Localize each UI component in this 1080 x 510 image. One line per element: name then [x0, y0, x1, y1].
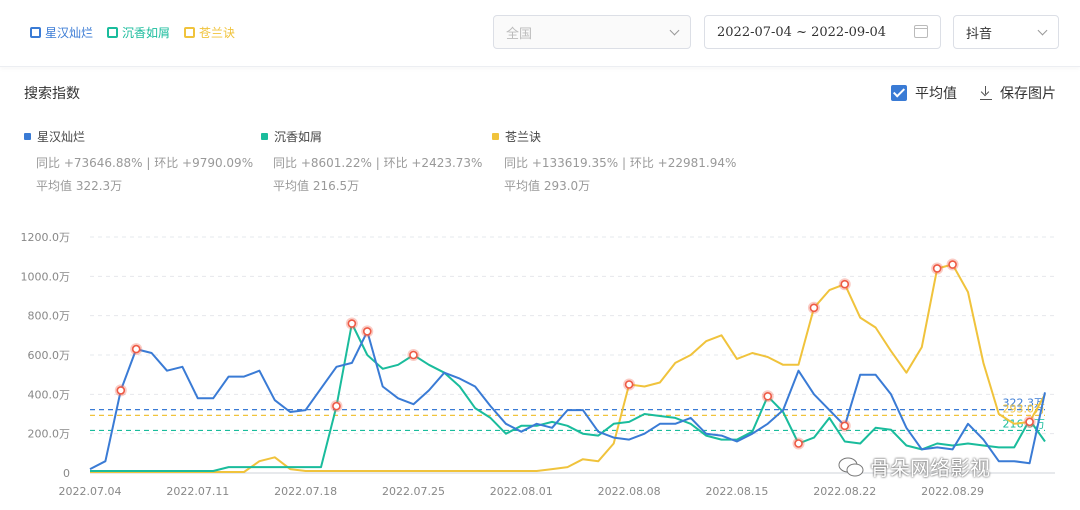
x-tick-label: 2022.08.08: [598, 485, 661, 498]
checkbox-checked-icon[interactable]: [891, 85, 907, 101]
chart-grid: [90, 236, 1055, 474]
region-select[interactable]: 全国: [493, 15, 691, 49]
filter-bar: 星汉灿烂 沉香如屑 苍兰诀 全国 2022-07-04 ~ 2022-09-04…: [0, 0, 1080, 67]
calendar-icon: [914, 25, 928, 38]
series-stats-canglan: 苍兰诀 同比 +133619.35% | 环比 +22981.94% 平均值 2…: [492, 128, 736, 200]
peak-marker: [131, 344, 141, 354]
peak-markers: [114, 258, 1036, 450]
legend-item-chenxiang[interactable]: 沉香如屑: [107, 24, 170, 41]
x-tick-label: 2022.07.04: [59, 485, 122, 498]
legend-label: 苍兰诀: [199, 26, 236, 40]
series-average: 平均值 216.5万: [273, 179, 360, 193]
date-range-picker[interactable]: 2022-07-04 ~ 2022-09-04: [704, 15, 941, 49]
peak-marker: [840, 279, 850, 289]
series-color-icon: [492, 133, 499, 140]
platform-select-value: 抖音: [966, 26, 993, 42]
panel-title: 搜索指数: [24, 86, 80, 102]
series-line: [90, 322, 1046, 472]
series-average: 平均值 293.0万: [504, 179, 591, 193]
legend-swatch-icon: [30, 27, 41, 38]
y-tick-label: 1200.0万: [21, 231, 71, 244]
series-legend: 星汉灿烂 沉香如屑 苍兰诀: [30, 24, 235, 41]
series-compare: 同比 +133619.35% | 环比 +22981.94%: [504, 156, 737, 170]
peak-marker: [1025, 417, 1034, 427]
series-name: 苍兰诀: [505, 130, 542, 144]
series-name: 星汉灿烂: [37, 130, 86, 144]
legend-swatch-icon: [107, 27, 119, 38]
series-compare: 同比 +73646.88% | 环比 +9790.09%: [36, 156, 254, 170]
peak-marker: [624, 380, 634, 389]
series-lines: [89, 263, 1046, 473]
x-tick-label: 2022.08.15: [705, 485, 768, 498]
series-color-icon: [24, 133, 31, 140]
save-image-button[interactable]: 保存图片: [980, 83, 1056, 103]
peak-marker: [948, 260, 957, 269]
peak-marker: [116, 386, 126, 395]
y-tick-label: 1000.0万: [21, 270, 71, 283]
series-stats-chenxiang: 沉香如屑 同比 +8601.22% | 环比 +2423.73% 平均值 216…: [261, 128, 482, 200]
x-tick-label: 2022.08.22: [813, 485, 876, 498]
peak-marker: [809, 303, 819, 313]
platform-select[interactable]: 抖音: [953, 15, 1059, 49]
average-toggle[interactable]: 平均值: [891, 83, 957, 103]
x-tick-label: 2022.08.01: [490, 485, 553, 498]
axis-ticks: 0 200.0万 400.0万 600.0万 800.0万 1000.0万 1200.0万 2…: [21, 231, 985, 498]
legend-label: 沉香如屑: [122, 26, 171, 40]
peak-marker: [409, 350, 418, 360]
save-image-label: 保存图片: [1000, 86, 1056, 102]
peak-marker: [932, 264, 942, 273]
series-average: 平均值 322.3万: [36, 179, 123, 193]
peak-marker: [362, 327, 372, 336]
y-tick-label: 800.0万: [28, 310, 71, 323]
average-toggle-label: 平均值: [915, 86, 957, 102]
watermark-text: 骨朵网络影视: [870, 456, 990, 480]
series-name: 沉香如屑: [274, 130, 323, 144]
peak-marker: [332, 401, 341, 411]
series-line: [90, 263, 1046, 473]
legend-swatch-icon: [184, 27, 196, 38]
x-tick-label: 2022.07.18: [274, 485, 337, 498]
y-tick-label: 600.0万: [28, 349, 71, 362]
date-range-value: 2022-07-04 ~ 2022-09-04: [717, 24, 887, 40]
x-tick-label: 2022.07.25: [382, 485, 445, 498]
peak-marker: [347, 319, 357, 328]
peak-marker: [794, 439, 803, 448]
peak-marker: [763, 391, 773, 401]
legend-item-canglan[interactable]: 苍兰诀: [184, 24, 235, 41]
x-tick-label: 2022.08.29: [921, 485, 984, 498]
y-tick-label: 200.0万: [28, 428, 71, 441]
download-icon: [980, 86, 992, 100]
watermark: 骨朵网络影视: [838, 452, 990, 481]
region-select-value: 全国: [506, 26, 533, 42]
y-tick-label: 400.0万: [28, 388, 71, 401]
legend-item-xinghan[interactable]: 星汉灿烂: [30, 24, 93, 41]
average-label: 322.3万: [1003, 397, 1046, 410]
wechat-icon: [838, 457, 864, 476]
y-tick-label: 0: [63, 467, 70, 480]
series-line: [89, 330, 1046, 470]
peak-marker: [840, 421, 850, 431]
series-compare: 同比 +8601.22% | 环比 +2423.73%: [273, 156, 483, 170]
series-stats-xinghan: 星汉灿烂 同比 +73646.88% | 环比 +9790.09% 平均值 32…: [24, 128, 253, 200]
x-tick-label: 2022.07.11: [166, 485, 229, 498]
series-color-icon: [261, 133, 268, 140]
legend-label: 星汉灿烂: [45, 26, 94, 40]
